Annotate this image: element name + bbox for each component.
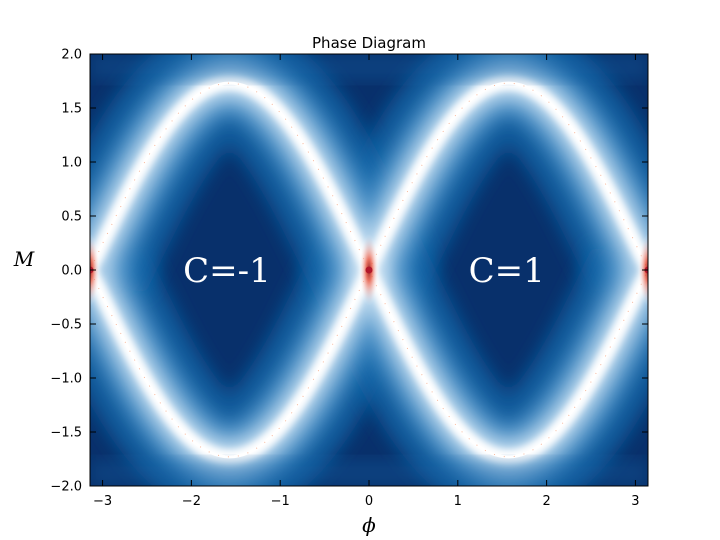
- y-tick-label-3: 0.5: [61, 210, 82, 225]
- y-tick-label-6: −1.0: [50, 372, 82, 387]
- x-axis-label: ϕ: [362, 513, 376, 537]
- x-tick-label-0: −3: [93, 494, 112, 509]
- x-tick-label-4: 1: [454, 494, 462, 509]
- y-tick-label-0: 2.0: [61, 48, 82, 63]
- y-tick-label-2: 1.0: [61, 156, 82, 171]
- heatmap-area: C=-1 C=1: [90, 54, 648, 486]
- x-axis: −3 −2 −1 0 1 2 3: [93, 54, 640, 509]
- x-tick-label-1: −2: [182, 494, 201, 509]
- x-tick-label-5: 2: [542, 494, 550, 509]
- node-point-1: [365, 266, 373, 274]
- y-tick-label-8: −2.0: [50, 480, 82, 495]
- y-tick-label-1: 1.5: [61, 102, 82, 117]
- chart-title: Phase Diagram: [312, 34, 426, 52]
- x-tick-label-3: 0: [365, 494, 373, 509]
- y-tick-label-7: −1.5: [50, 426, 82, 441]
- y-axis: 2.0 1.5 1.0 0.5 0.0 −0.5 −1.0 −1.5 −2.0: [50, 48, 648, 495]
- y-tick-label-5: −0.5: [50, 318, 82, 333]
- y-tick-label-4: 0.0: [61, 264, 82, 279]
- x-tick-label-2: −1: [271, 494, 290, 509]
- y-axis-label: M: [13, 247, 35, 271]
- region-label-0: C=-1: [183, 251, 271, 291]
- region-labels: C=-1 C=1: [183, 251, 545, 291]
- region-label-1: C=1: [469, 251, 545, 291]
- gap-closing-points: [90, 234, 648, 306]
- x-tick-label-6: 3: [631, 494, 639, 509]
